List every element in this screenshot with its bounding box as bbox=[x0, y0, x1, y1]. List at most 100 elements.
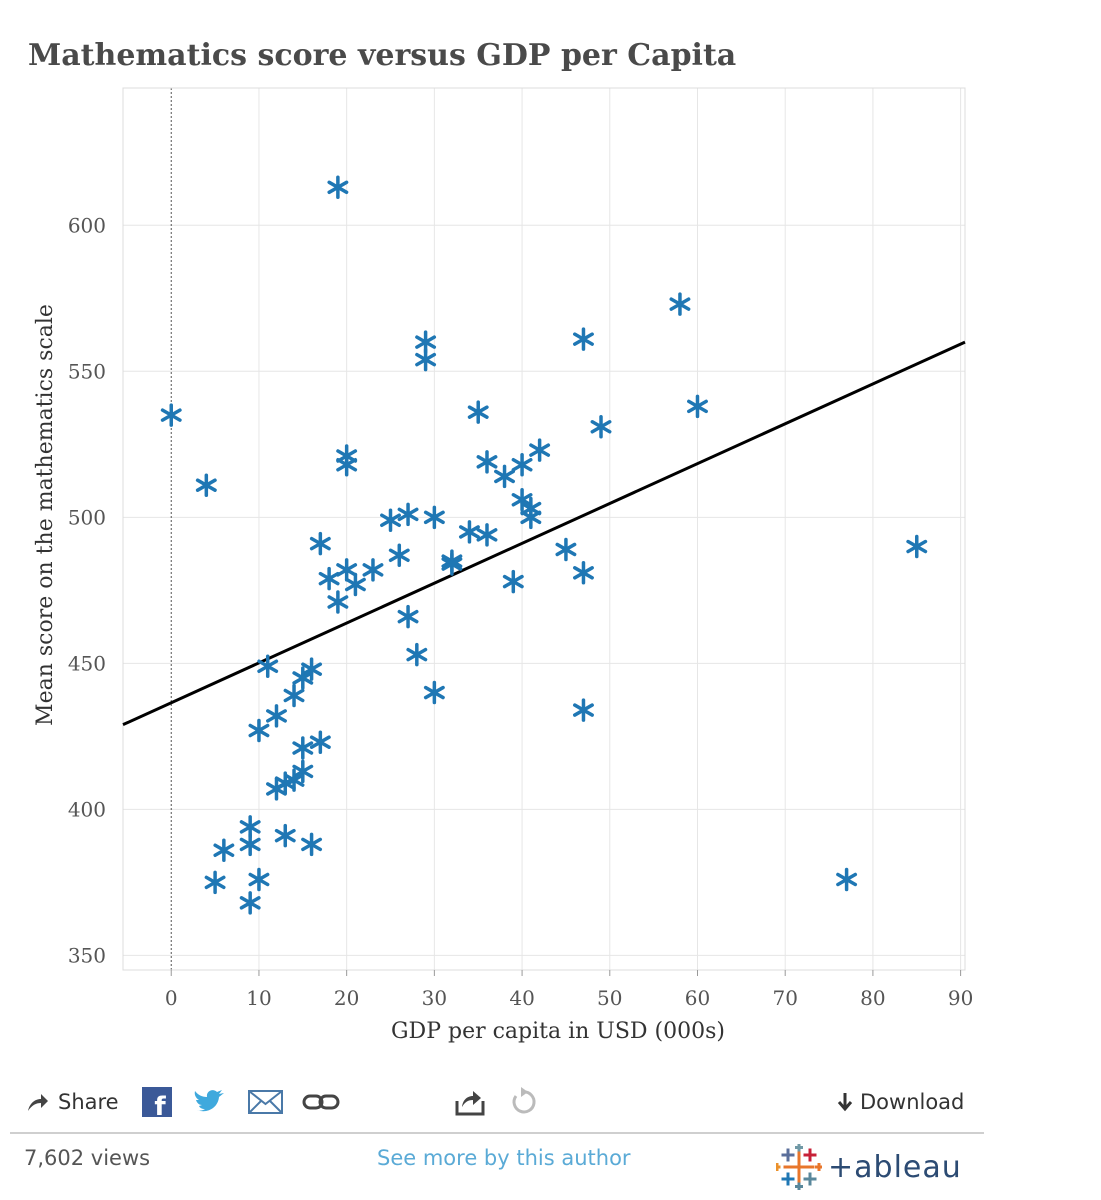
scatter-chart: 0 10 20 30 40 50 60 70 80 90 350 400 450 500 550 600 GD… bbox=[33, 87, 973, 1044]
chart-title: Mathematics score versus GDP per Capita bbox=[28, 38, 737, 73]
share-toolbar: Share f bbox=[26, 1082, 970, 1122]
data-point bbox=[423, 680, 445, 705]
email-icon bbox=[248, 1090, 283, 1114]
data-point bbox=[687, 394, 708, 419]
tableau-logo[interactable]: +ableau bbox=[776, 1144, 962, 1190]
footer-divider bbox=[10, 1132, 984, 1134]
facebook-icon: f bbox=[142, 1087, 172, 1117]
data-point bbox=[318, 566, 340, 591]
export-button[interactable] bbox=[454, 1082, 486, 1122]
data-point bbox=[248, 867, 270, 892]
data-point bbox=[494, 464, 515, 489]
x-tick-label: 90 bbox=[948, 986, 973, 1010]
x-tick-label: 50 bbox=[597, 986, 622, 1010]
data-point bbox=[406, 642, 428, 667]
x-tick-label: 80 bbox=[860, 986, 885, 1010]
data-point bbox=[327, 590, 349, 614]
download-label: Download bbox=[860, 1090, 965, 1114]
data-point bbox=[327, 175, 349, 200]
data-point bbox=[590, 415, 612, 439]
data-point bbox=[336, 558, 358, 582]
data-point bbox=[529, 438, 551, 462]
y-tick-label: 600 bbox=[68, 213, 106, 237]
data-point bbox=[309, 531, 331, 556]
y-tick-label: 400 bbox=[68, 797, 106, 821]
data-point bbox=[283, 683, 305, 708]
x-tick-label: 0 bbox=[165, 986, 178, 1010]
data-point bbox=[397, 604, 419, 629]
share-label: Share bbox=[58, 1090, 119, 1114]
data-point bbox=[573, 327, 594, 351]
see-more-link[interactable]: See more by this author bbox=[377, 1146, 631, 1170]
plot-frame bbox=[122, 87, 966, 971]
x-tick-label: 70 bbox=[772, 986, 797, 1010]
grid-layer bbox=[123, 88, 965, 970]
data-point bbox=[423, 505, 445, 530]
data-point bbox=[511, 452, 533, 477]
y-tick-label: 500 bbox=[68, 505, 106, 529]
footer: 7,602 views See more by this author +abl… bbox=[0, 1140, 1101, 1200]
twitter-icon bbox=[194, 1090, 224, 1112]
tableau-wordmark: +ableau bbox=[828, 1149, 962, 1185]
data-point bbox=[511, 488, 533, 512]
link-button[interactable] bbox=[302, 1082, 342, 1122]
data-point bbox=[458, 520, 480, 544]
x-tick-label: 30 bbox=[422, 986, 447, 1010]
data-point bbox=[309, 730, 331, 754]
data-point bbox=[836, 867, 858, 892]
x-tick-label: 40 bbox=[509, 986, 534, 1010]
email-button[interactable] bbox=[248, 1082, 284, 1122]
trend-line bbox=[122, 340, 966, 727]
data-point bbox=[573, 561, 594, 585]
x-tick-label: 20 bbox=[334, 986, 359, 1010]
data-point bbox=[266, 777, 287, 801]
data-point bbox=[476, 450, 498, 474]
point-layer bbox=[160, 175, 928, 915]
view-count: 7,602 views bbox=[24, 1146, 151, 1170]
x-tick-label: 60 bbox=[685, 986, 710, 1010]
trend-layer bbox=[122, 340, 966, 727]
data-point bbox=[292, 759, 314, 784]
data-point bbox=[292, 736, 314, 760]
tableau-logo-icon bbox=[776, 1144, 822, 1190]
y-tick-label: 550 bbox=[68, 359, 106, 383]
x-tick-label: 10 bbox=[246, 986, 271, 1010]
data-point bbox=[204, 870, 226, 895]
data-point bbox=[344, 572, 366, 597]
svg-text:f: f bbox=[154, 1092, 166, 1117]
download-button[interactable]: Download bbox=[836, 1082, 964, 1122]
share-button[interactable]: Share bbox=[26, 1082, 119, 1122]
data-point bbox=[502, 569, 524, 594]
data-point bbox=[415, 347, 437, 372]
data-point bbox=[467, 400, 489, 424]
data-point bbox=[301, 832, 323, 857]
y-tick-label: 450 bbox=[68, 651, 106, 675]
data-point bbox=[476, 523, 498, 547]
data-point bbox=[380, 508, 401, 532]
data-point bbox=[248, 718, 270, 743]
data-point bbox=[239, 891, 261, 915]
data-point bbox=[520, 505, 542, 530]
data-point bbox=[160, 403, 182, 427]
x-axis-label: GDP per capita in USD (000s) bbox=[391, 1019, 725, 1044]
revert-icon bbox=[512, 1087, 536, 1114]
data-point bbox=[669, 292, 691, 316]
data-point bbox=[257, 654, 279, 679]
data-point bbox=[274, 823, 296, 848]
download-arrow-icon bbox=[837, 1093, 853, 1112]
link-icon bbox=[302, 1094, 340, 1110]
revert-button[interactable] bbox=[508, 1082, 538, 1122]
data-point bbox=[292, 666, 314, 690]
data-point bbox=[195, 473, 217, 497]
data-point bbox=[555, 537, 577, 562]
facebook-button[interactable]: f bbox=[142, 1082, 174, 1122]
data-point bbox=[336, 452, 358, 477]
data-point bbox=[266, 704, 287, 728]
data-point bbox=[573, 698, 594, 722]
twitter-button[interactable] bbox=[194, 1082, 228, 1122]
export-icon bbox=[455, 1091, 485, 1116]
data-point bbox=[301, 657, 323, 681]
y-axis-label: Mean score on the mathematics scale bbox=[33, 304, 58, 726]
data-point bbox=[239, 832, 261, 857]
share-arrow-icon bbox=[28, 1094, 48, 1111]
